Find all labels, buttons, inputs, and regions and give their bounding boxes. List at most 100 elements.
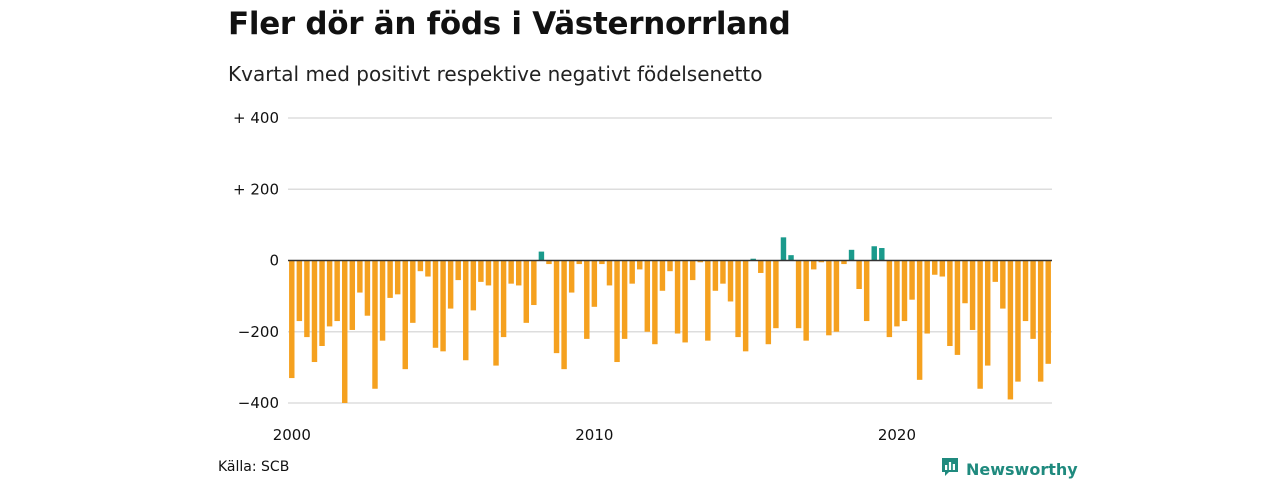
bar — [463, 260, 469, 361]
chart-title: Fler dör än föds i Västernorrland — [228, 6, 791, 42]
bar — [568, 260, 575, 293]
bar — [894, 260, 900, 327]
bar — [447, 260, 454, 309]
x-tick-label: 2000 — [273, 426, 311, 444]
bar — [1037, 260, 1044, 382]
bar — [584, 260, 590, 339]
bar — [553, 260, 560, 354]
bar — [879, 248, 885, 261]
bar — [1022, 260, 1029, 322]
y-axis-labels: + 400 + 200 0 −200 −400 — [233, 109, 279, 412]
bar — [500, 260, 507, 338]
bar-chart: + 400 + 200 0 −200 −400 2000 2010 2020 — [233, 109, 1052, 444]
bar — [364, 260, 371, 316]
bar — [425, 260, 431, 277]
bar — [289, 260, 295, 379]
bar — [379, 260, 386, 341]
bar — [334, 260, 340, 322]
bar — [954, 260, 961, 355]
bar — [606, 260, 613, 286]
bar — [326, 260, 333, 327]
brand-logo[interactable]: Newsworthy — [940, 456, 1078, 482]
bar — [1015, 260, 1021, 382]
bar — [387, 260, 393, 298]
bar — [969, 260, 976, 330]
bar — [311, 260, 318, 363]
bar — [720, 260, 726, 284]
bar — [1045, 260, 1051, 364]
bar — [296, 260, 303, 322]
bar — [440, 260, 446, 352]
bar — [924, 260, 930, 334]
bar — [697, 260, 703, 263]
bar — [803, 260, 809, 341]
bar — [538, 251, 545, 261]
bar — [485, 260, 492, 286]
bars — [289, 237, 1051, 403]
bar — [773, 260, 779, 329]
bar — [826, 260, 832, 336]
bar — [349, 260, 356, 330]
bar — [735, 260, 741, 338]
bar — [410, 260, 416, 323]
bar — [523, 260, 530, 323]
bar — [515, 260, 522, 286]
bar — [1007, 260, 1014, 400]
bar — [742, 260, 749, 352]
bar — [621, 260, 628, 339]
bar — [372, 260, 378, 389]
bar — [765, 260, 772, 345]
bar — [916, 260, 923, 380]
bar — [939, 260, 946, 277]
y-tick-label: 0 — [269, 252, 279, 270]
bar — [682, 260, 688, 343]
bar — [810, 260, 817, 270]
bar — [947, 260, 953, 346]
bar — [727, 260, 734, 302]
bar — [901, 260, 908, 322]
bar — [652, 260, 658, 345]
bar — [667, 260, 673, 272]
bar — [818, 260, 825, 263]
bar — [992, 260, 998, 282]
bar — [508, 260, 514, 284]
source-note: Källa: SCB — [218, 459, 290, 475]
y-tick-label: −400 — [238, 394, 279, 412]
bar — [304, 260, 310, 338]
bar — [614, 260, 620, 363]
bar — [750, 258, 756, 261]
bar — [856, 260, 862, 289]
bar — [357, 260, 363, 293]
x-axis-labels: 2000 2010 2020 — [273, 426, 916, 444]
bar — [984, 260, 991, 366]
y-tick-label: + 400 — [233, 109, 279, 127]
bar — [319, 260, 325, 346]
bar — [863, 260, 870, 322]
bar — [591, 260, 598, 307]
bar — [478, 260, 484, 282]
bar — [712, 260, 719, 291]
bar — [644, 260, 651, 332]
bar — [546, 260, 552, 265]
bar — [576, 260, 582, 265]
brand-name: Newsworthy — [966, 459, 1078, 479]
bar — [531, 260, 537, 306]
bar — [962, 260, 968, 304]
bar — [977, 260, 983, 389]
bar — [833, 260, 840, 332]
bar — [841, 260, 847, 265]
bar — [909, 260, 915, 300]
bar — [871, 246, 877, 261]
x-tick-label: 2020 — [878, 426, 916, 444]
bar — [402, 260, 408, 370]
bar — [788, 255, 794, 261]
bar — [637, 260, 643, 270]
bar — [417, 260, 424, 272]
newsworthy-logo-icon — [940, 456, 960, 482]
bar — [561, 260, 567, 370]
bar — [629, 260, 635, 284]
bar — [886, 260, 893, 338]
x-tick-label: 2010 — [575, 426, 613, 444]
y-tick-label: −200 — [238, 323, 279, 341]
bar — [342, 260, 348, 403]
